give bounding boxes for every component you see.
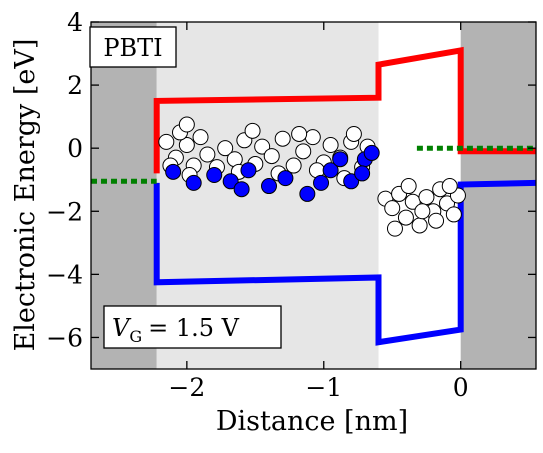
empty-defects-point (400, 178, 417, 195)
x-tick-label: 0 (453, 373, 469, 402)
empty-defects-point (285, 157, 302, 174)
gate-voltage-symbol: V (112, 314, 132, 342)
empty-defects-point (345, 125, 362, 142)
empty-defects-point (199, 146, 216, 163)
empty-defects-point (254, 138, 271, 155)
gate-voltage-box: VG = 1.5 V (103, 305, 282, 349)
band-lines (91, 46, 537, 346)
valence-band-line (153, 179, 537, 346)
empty-defects-point (322, 137, 339, 154)
gate-voltage-label-box (103, 305, 282, 349)
empty-defects-point (441, 178, 458, 195)
pbti-label-box (89, 26, 177, 68)
gate-voltage-label: VG = 1.5 V (112, 314, 240, 346)
conduction-band-line (153, 46, 536, 174)
empty-defects-point (192, 129, 209, 146)
filled-defects-point (299, 185, 316, 202)
y-tick-label: 0 (67, 134, 83, 163)
empty-defects-point (445, 206, 462, 223)
filled-defects-point (222, 173, 239, 190)
filled-defects-point (322, 162, 339, 179)
filled-defects-point (240, 162, 257, 179)
empty-defects-point (411, 217, 428, 234)
y-tick-label: −4 (46, 260, 83, 289)
x-tick-label: −1 (305, 373, 342, 402)
filled-defects-point (233, 181, 250, 198)
y-tick-label: 4 (67, 8, 83, 37)
region-shading (91, 22, 536, 369)
filled-defects-point (313, 174, 330, 191)
plot-frame (90, 21, 537, 370)
empty-defects-point (158, 133, 175, 150)
pbti-box: PBTI (89, 26, 177, 68)
empty-defects-point (178, 137, 195, 154)
region-band-3 (460, 22, 536, 369)
empty-defects-point (263, 148, 280, 165)
empty-defects-point (291, 125, 308, 142)
y-tick-label: −2 (46, 197, 83, 226)
empty-defects-point (414, 203, 431, 220)
filled-defects-point (185, 174, 202, 191)
gate-voltage-subscript: G (129, 327, 142, 346)
defect-points (158, 116, 466, 237)
gate-voltage-value: = 1.5 V (148, 314, 240, 342)
axis-ticks: −2 −1 0 4 2 0 −2 −4 −6 (46, 8, 536, 402)
x-axis-label: Distance [nm] (216, 406, 408, 437)
empty-defects-point (397, 209, 414, 226)
filled-defects-point (261, 178, 277, 195)
empty-defects-point (217, 140, 234, 157)
empty-defects-point (295, 143, 312, 160)
y-tick-label: 2 (67, 71, 83, 100)
empty-defects-point (384, 200, 401, 217)
filled-defects-point (354, 165, 371, 182)
filled-defects-point (277, 170, 294, 187)
pbti-label: PBTI (103, 34, 162, 62)
x-tick-label: −2 (168, 373, 205, 402)
filled-defects-point (165, 163, 182, 180)
empty-defects-point (428, 212, 445, 229)
filled-defects-point (363, 144, 380, 161)
empty-defects-point (304, 129, 321, 146)
filled-defects-point (343, 173, 360, 190)
filled-defects-point (206, 166, 223, 183)
empty-defects-point (418, 189, 435, 206)
y-tick-label: −6 (46, 323, 83, 352)
empty-defects-point (244, 122, 261, 139)
empty-defects-point (274, 130, 291, 147)
y-axis-label: Electronic Energy [eV] (10, 39, 41, 352)
empty-defects-point (386, 220, 403, 237)
filled-defects-point (332, 151, 349, 168)
empty-defects-point (178, 116, 195, 133)
